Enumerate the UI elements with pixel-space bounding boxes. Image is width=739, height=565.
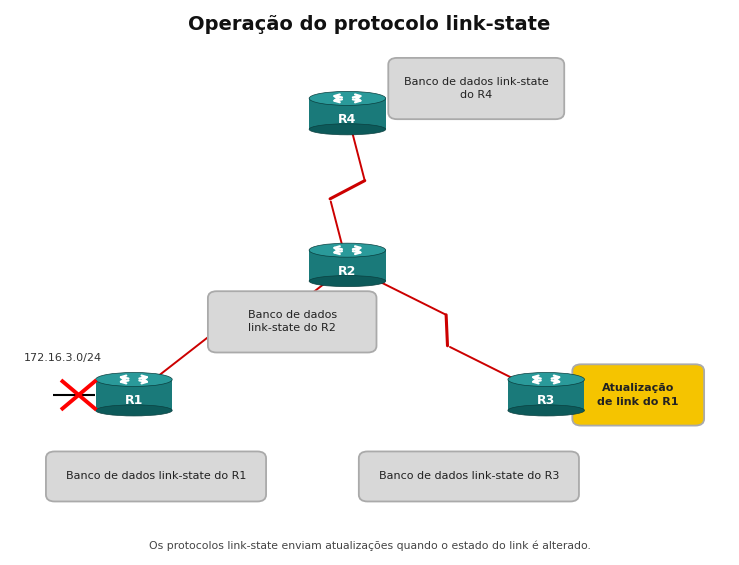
FancyBboxPatch shape (309, 98, 386, 129)
Text: 172.16.3.0/24: 172.16.3.0/24 (24, 353, 101, 363)
Text: Banco de dados link-state do R1: Banco de dados link-state do R1 (66, 471, 246, 481)
Text: Banco de dados
link-state do R2: Banco de dados link-state do R2 (248, 310, 337, 333)
Text: R3: R3 (537, 394, 555, 407)
Text: Operação do protocolo link-state: Operação do protocolo link-state (188, 15, 551, 34)
Ellipse shape (309, 243, 386, 257)
Text: Banco de dados link-state do R3: Banco de dados link-state do R3 (378, 471, 559, 481)
Ellipse shape (508, 405, 585, 416)
Text: Os protocolos link-state enviam atualizações quando o estado do link é alterado.: Os protocolos link-state enviam atualiza… (149, 541, 590, 551)
FancyBboxPatch shape (208, 291, 376, 353)
FancyBboxPatch shape (508, 380, 585, 410)
Ellipse shape (309, 124, 386, 135)
Ellipse shape (508, 372, 585, 386)
FancyBboxPatch shape (572, 364, 704, 425)
Ellipse shape (95, 405, 172, 416)
Ellipse shape (309, 276, 386, 286)
Text: Banco de dados link-state
do R4: Banco de dados link-state do R4 (404, 77, 548, 100)
FancyBboxPatch shape (309, 250, 386, 281)
Text: R1: R1 (125, 394, 143, 407)
Ellipse shape (309, 92, 386, 106)
FancyBboxPatch shape (46, 451, 266, 502)
FancyBboxPatch shape (95, 380, 172, 410)
Ellipse shape (95, 372, 172, 386)
FancyBboxPatch shape (359, 451, 579, 502)
FancyBboxPatch shape (388, 58, 565, 119)
Text: R2: R2 (338, 264, 357, 278)
Text: R4: R4 (338, 113, 357, 126)
Text: Atualização
de link do R1: Atualização de link do R1 (597, 383, 679, 407)
